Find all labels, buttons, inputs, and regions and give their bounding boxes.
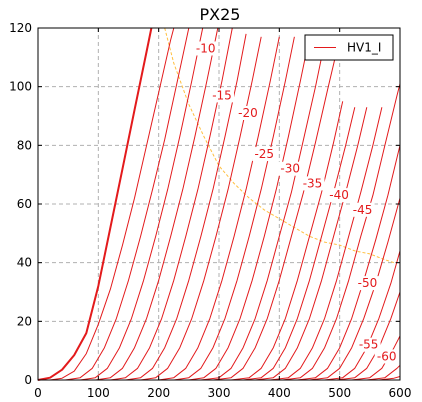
tube-curve [37, 27, 153, 381]
y-tick-label: 100 [9, 80, 32, 94]
curve-label-background [278, 161, 303, 176]
tube-curve [255, 107, 368, 381]
tube-curve [158, 36, 280, 381]
curve-label: -10 [196, 41, 216, 55]
tube-curve [50, 27, 175, 381]
tube-curve [282, 83, 401, 381]
tube-curve [80, 27, 204, 381]
tube-curve [243, 107, 356, 381]
curve-label-background [350, 202, 375, 217]
x-tick-label: 0 [34, 386, 42, 400]
dissipation-curve-layer [164, 27, 395, 264]
tube-curve [231, 101, 344, 381]
tube-curve [309, 197, 401, 381]
tube-curve [366, 364, 401, 381]
curve-label-background [355, 276, 380, 291]
curve-label: -55 [359, 338, 379, 352]
y-tick-label: 60 [17, 197, 32, 211]
tube-curve [110, 27, 233, 381]
tube-curve [270, 107, 383, 381]
x-tick-label: 200 [147, 386, 170, 400]
tube-curve [173, 36, 295, 381]
curve-label: -20 [238, 106, 258, 120]
y-tick-label: 120 [9, 21, 32, 35]
curve-label: -15 [212, 88, 232, 102]
curve-label-background [252, 147, 277, 162]
curve-label-layer: -10 -15 -20 -25 -30-35 -40 -45 -50 -55-60 [193, 41, 399, 364]
y-tick-label: 40 [17, 256, 32, 270]
tube-curve [140, 36, 262, 381]
curve-label: -25 [254, 147, 274, 161]
x-tick-label: 600 [389, 386, 412, 400]
x-tick-label: 300 [208, 386, 231, 400]
tube-curve [336, 291, 401, 381]
y-tick-label: 20 [17, 314, 32, 328]
curve-label: -60 [377, 349, 397, 363]
curve-label-background [193, 41, 218, 56]
legend: HV1_I [304, 34, 394, 61]
curve-label: -30 [280, 162, 300, 176]
dissipation-curve [164, 27, 395, 264]
curve-label-background [300, 176, 325, 191]
series-layer [37, 27, 401, 381]
curve-label-background [356, 337, 381, 352]
curve-label-background [235, 106, 260, 120]
chart-title: PX25 [200, 5, 241, 24]
tube-curve [212, 51, 338, 381]
tube-curve [65, 27, 190, 381]
tube-curve [378, 376, 401, 381]
x-tick-label: 400 [268, 386, 291, 400]
curve-label-background [210, 88, 235, 103]
curve-label-background [327, 188, 352, 203]
tube-curve [125, 33, 247, 381]
tube-curve [95, 27, 219, 381]
y-tick-label: 80 [17, 138, 32, 152]
axis-ticks: 0 100 200 300 400 500 600 0 20 40 60 80 100 120 [9, 21, 411, 400]
legend-label: HV1_I [347, 41, 381, 55]
grid [38, 28, 400, 380]
curve-label: -35 [303, 176, 323, 190]
curve-label: -45 [353, 203, 373, 217]
curve-label-background [374, 349, 399, 364]
tube-curve [188, 36, 310, 381]
y-tick-label: 0 [24, 373, 32, 387]
tube-curve [297, 145, 401, 381]
x-tick-label: 100 [87, 386, 110, 400]
tube-curve [351, 335, 401, 381]
tube-curve [200, 42, 326, 381]
curve-label: -50 [358, 276, 378, 290]
x-tick-label: 500 [328, 386, 351, 400]
curve-label: -40 [329, 188, 349, 202]
